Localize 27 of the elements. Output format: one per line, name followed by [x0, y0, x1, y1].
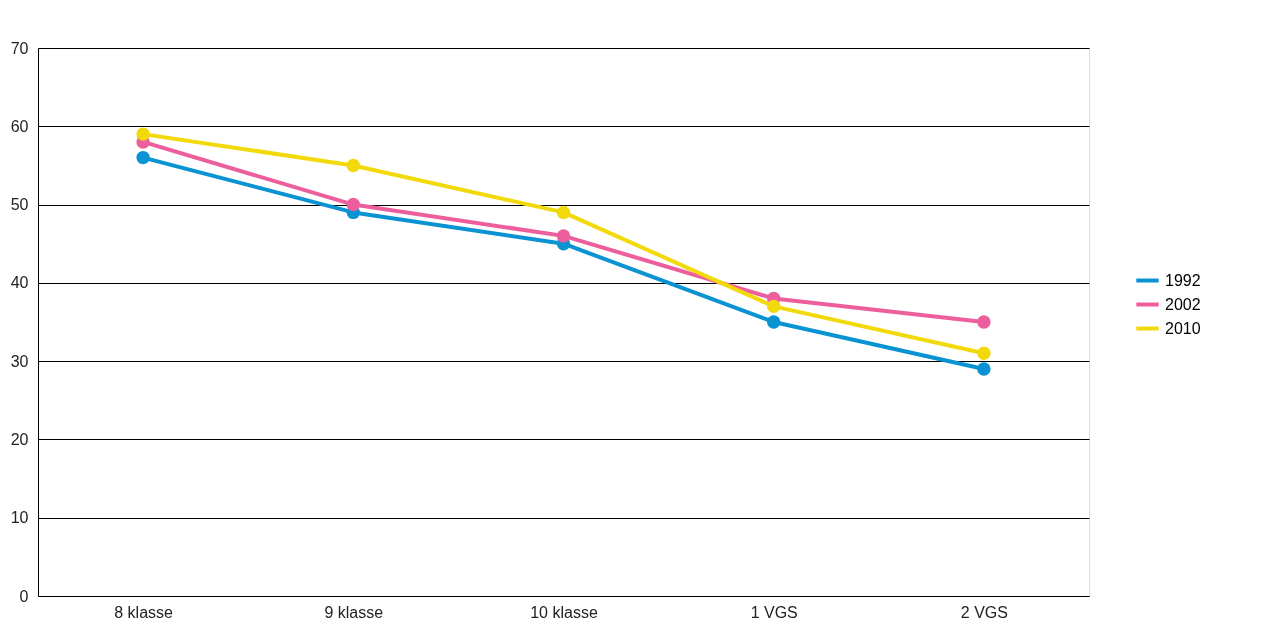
legend-label: 1992 — [1165, 271, 1201, 289]
y-tick-label: 70 — [10, 39, 29, 57]
point — [766, 315, 781, 329]
x-tick-label: 10 klasse — [530, 603, 598, 621]
x-tick-label: 9 klasse — [324, 603, 384, 621]
y-tick-label: 60 — [10, 117, 29, 135]
point — [556, 205, 571, 220]
point — [556, 229, 571, 243]
x-tick-label: 8 klasse — [114, 603, 174, 621]
y-tick-label: 0 — [19, 587, 29, 605]
y-tick-label: 20 — [10, 430, 29, 448]
point — [346, 158, 361, 173]
x-tick-label: 2 VGS — [960, 603, 1008, 621]
point — [136, 127, 150, 141]
legend-label: 2010 — [1165, 319, 1201, 337]
y-tick-label: 40 — [10, 274, 29, 292]
y-tick-label: 10 — [10, 509, 29, 527]
point — [977, 346, 991, 361]
point — [977, 315, 991, 329]
x-tick-label: 1 VGS — [750, 603, 798, 621]
y-tick-label: 50 — [10, 196, 29, 214]
point — [346, 197, 361, 212]
y-tick-label: 30 — [10, 352, 29, 370]
legend-label: 2002 — [1165, 295, 1201, 313]
point — [766, 299, 781, 314]
point — [977, 362, 991, 376]
point — [136, 150, 150, 165]
